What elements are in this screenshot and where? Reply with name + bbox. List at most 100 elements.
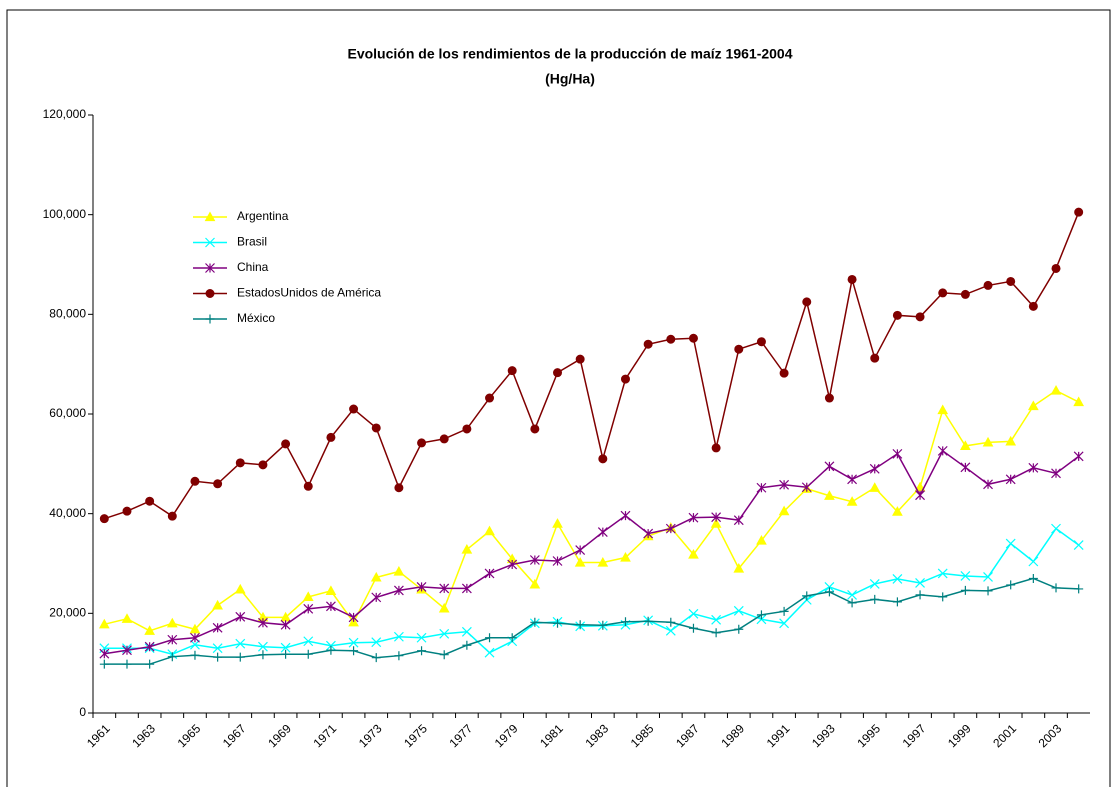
point — [733, 515, 744, 526]
point — [598, 620, 608, 630]
point — [213, 479, 223, 489]
point — [370, 571, 382, 582]
point — [258, 460, 268, 470]
point — [439, 628, 450, 639]
point — [756, 610, 766, 620]
point — [394, 483, 404, 493]
point — [349, 646, 359, 656]
y-tick-label: 120,000 — [43, 107, 87, 121]
point — [371, 637, 382, 648]
legend-marker — [205, 237, 215, 248]
point — [869, 463, 880, 474]
point — [349, 404, 359, 414]
point — [393, 631, 404, 642]
point — [756, 337, 766, 347]
point — [937, 568, 948, 579]
point — [937, 445, 948, 456]
point — [507, 366, 517, 376]
point — [258, 617, 268, 628]
point — [1006, 580, 1016, 590]
point — [303, 649, 313, 659]
legend-marker — [205, 263, 215, 273]
point — [665, 523, 676, 534]
point — [302, 591, 314, 601]
point — [166, 617, 178, 628]
point — [281, 649, 291, 659]
point — [189, 623, 201, 634]
point — [688, 608, 699, 619]
point — [461, 544, 473, 554]
point — [371, 423, 381, 433]
point — [417, 646, 427, 656]
point — [869, 579, 880, 589]
point — [484, 525, 495, 536]
y-tick-label: 40,000 — [49, 506, 86, 520]
point — [258, 641, 268, 652]
point — [212, 622, 223, 633]
point — [643, 616, 653, 626]
point — [779, 606, 789, 616]
point — [779, 618, 790, 629]
point — [575, 620, 585, 630]
point — [529, 555, 540, 565]
point — [530, 424, 540, 434]
point — [847, 274, 857, 284]
y-tick-label: 100,000 — [43, 207, 87, 221]
point — [915, 490, 925, 501]
point — [688, 512, 699, 523]
point — [983, 572, 993, 582]
point — [99, 659, 109, 669]
point — [1073, 396, 1085, 407]
point — [847, 589, 858, 600]
point — [144, 625, 155, 635]
point — [620, 551, 631, 562]
point — [212, 643, 223, 654]
point — [484, 647, 495, 658]
point — [960, 585, 970, 595]
point — [144, 641, 155, 652]
series-line — [104, 449, 1080, 655]
legend-marker — [204, 211, 216, 222]
point — [643, 528, 654, 539]
point — [666, 617, 676, 627]
point — [824, 581, 835, 592]
point — [348, 612, 359, 623]
y-tick-label: 80,000 — [49, 307, 86, 321]
point — [326, 645, 336, 655]
point — [1028, 556, 1039, 567]
point — [1051, 468, 1061, 479]
point — [461, 626, 472, 637]
point — [802, 591, 812, 601]
point — [734, 344, 744, 354]
point — [778, 505, 790, 516]
y-tick-label: 20,000 — [49, 606, 86, 620]
point — [393, 585, 404, 596]
point — [325, 585, 337, 596]
point — [711, 443, 721, 453]
point — [733, 605, 744, 616]
point — [122, 659, 132, 669]
point — [280, 619, 291, 630]
point — [824, 587, 834, 597]
point — [643, 339, 653, 349]
point — [688, 333, 698, 343]
point — [121, 613, 133, 623]
point — [575, 354, 585, 364]
point — [734, 624, 744, 634]
point — [1074, 584, 1084, 594]
legend-marker — [205, 314, 215, 324]
point — [485, 633, 495, 643]
point — [393, 565, 405, 576]
point — [983, 586, 993, 596]
point — [439, 583, 450, 594]
point — [348, 616, 359, 627]
point — [348, 637, 359, 648]
legend-label: Argentina — [237, 209, 289, 223]
point — [326, 432, 336, 442]
point — [167, 511, 177, 521]
point — [1073, 451, 1084, 462]
chart-frame — [6, 9, 1111, 787]
point — [938, 592, 948, 602]
point — [892, 574, 903, 584]
